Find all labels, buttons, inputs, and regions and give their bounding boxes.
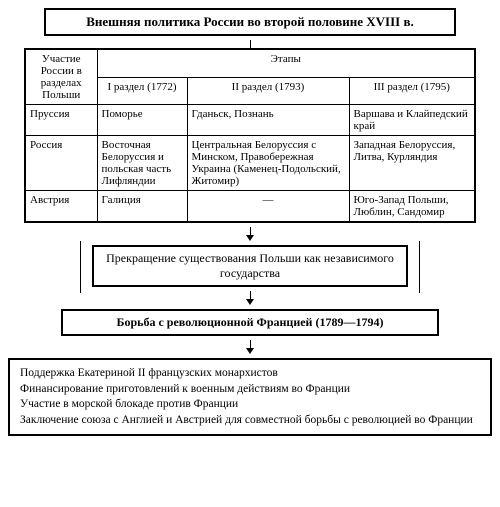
actions-list-box: Поддержка Екатериной II французских мона… (8, 358, 492, 436)
cell: Варшава и Клайпедский край (349, 105, 475, 136)
arrow-icon (246, 348, 254, 354)
list-item: Поддержка Екатериной II французских мона… (20, 366, 480, 382)
list-item: Финансирование приготовлений к военным д… (20, 382, 480, 398)
cell: Юго-Запад Польши, Люблин, Сандомир (349, 191, 475, 223)
table-row: Россия Восточная Белоруссия и польская ч… (25, 136, 475, 191)
cell: Гданьск, Познань (187, 105, 349, 136)
cell-country: Пруссия (25, 105, 97, 136)
table-row: Австрия Галиция — Юго-Запад Польши, Любл… (25, 191, 475, 223)
list-item: Заключение союза с Англией и Австрией дл… (20, 413, 480, 429)
france-struggle-box: Борьба с революционной Францией (1789—17… (61, 309, 439, 336)
cell-country: Австрия (25, 191, 97, 223)
arrow-icon (246, 235, 254, 241)
list-item: Участие в морской блокаде против Франции (20, 397, 480, 413)
connector (250, 291, 251, 299)
cell-country: Россия (25, 136, 97, 191)
partitions-table: Участие России в разделах Польши Этапы I… (24, 48, 476, 223)
connector (250, 340, 251, 348)
connector (250, 40, 251, 48)
header-stages: Этапы (97, 49, 475, 77)
outcome-box: Прекращение существования Польши как нез… (92, 245, 408, 287)
header-participation: Участие России в разделах Польши (25, 49, 97, 105)
cell: — (187, 191, 349, 223)
table-row: Пруссия Поморье Гданьск, Познань Варшава… (25, 105, 475, 136)
cell: Галиция (97, 191, 187, 223)
header-stage-3: III раздел (1795) (349, 77, 475, 104)
cell: Поморье (97, 105, 187, 136)
header-stage-1: I раздел (1772) (97, 77, 187, 104)
connector (250, 227, 251, 235)
header-stage-2: II раздел (1793) (187, 77, 349, 104)
arrow-icon (246, 299, 254, 305)
cell: Центральная Белоруссия с Минском, Правоб… (187, 136, 349, 191)
cell: Восточная Белоруссия и польская часть Ли… (97, 136, 187, 191)
main-title: Внешняя политика России во второй полови… (44, 8, 455, 36)
cell: Западная Белоруссия, Литва, Курляндия (349, 136, 475, 191)
